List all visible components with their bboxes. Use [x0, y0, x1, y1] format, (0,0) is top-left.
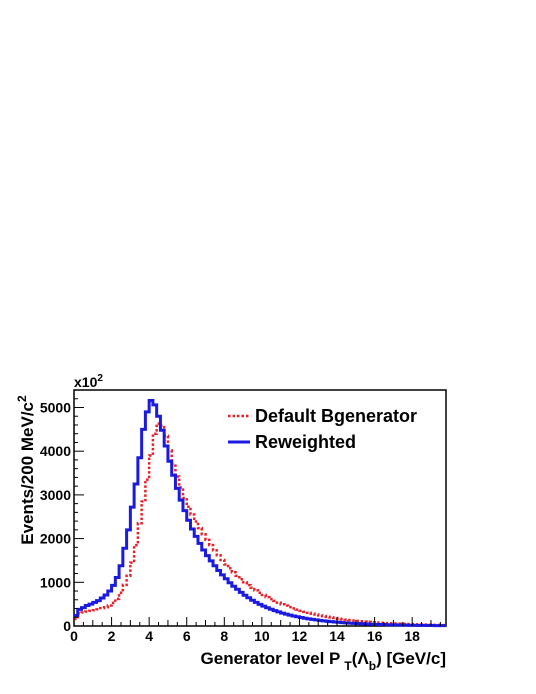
- x-axis-title: Generator level P T(Λb) [GeV/c]: [201, 649, 446, 673]
- y-tick-label: 3000: [40, 487, 71, 503]
- y-axis-title: Events/200 MeV/c2: [15, 395, 37, 545]
- x-tick-label: 16: [367, 628, 383, 644]
- x-tick-label: 12: [292, 628, 308, 644]
- y-tick-label: 5000: [40, 399, 71, 415]
- x-tick-label: 0: [70, 628, 78, 644]
- x-tick-label: 14: [329, 628, 345, 644]
- series-line-0: [74, 422, 446, 627]
- x-tick-label: 6: [183, 628, 191, 644]
- series-layer: [74, 398, 446, 628]
- y-tick-label: 0: [63, 618, 71, 634]
- y-axis-multiplier: x102: [74, 373, 103, 390]
- x-tick-label: 18: [404, 628, 420, 644]
- legend-label-0: Default Bgenerator: [255, 406, 417, 426]
- x-tick-label: 4: [145, 628, 153, 644]
- plot-area: 0 2 4 6 8 10 12 14 16 18 0 1000 2000 3000 4000 5000: [40, 389, 447, 644]
- y-axis-ticks: 0 1000 2000 3000 4000 5000: [40, 389, 84, 634]
- y-tick-label: 2000: [40, 531, 71, 547]
- y-tick-label: 4000: [40, 443, 71, 459]
- legend-label-1: Reweighted: [255, 432, 356, 452]
- x-axis-ticks: 0 2 4 6 8 10 12 14 16 18: [70, 617, 441, 644]
- x-tick-label: 10: [254, 628, 270, 644]
- x-tick-label: 8: [220, 628, 228, 644]
- x-tick-label: 2: [108, 628, 116, 644]
- legend: Default Bgenerator Reweighted: [228, 406, 417, 452]
- series-line-1: [74, 398, 446, 628]
- y-tick-label: 1000: [40, 574, 71, 590]
- plot-frame: [73, 389, 447, 627]
